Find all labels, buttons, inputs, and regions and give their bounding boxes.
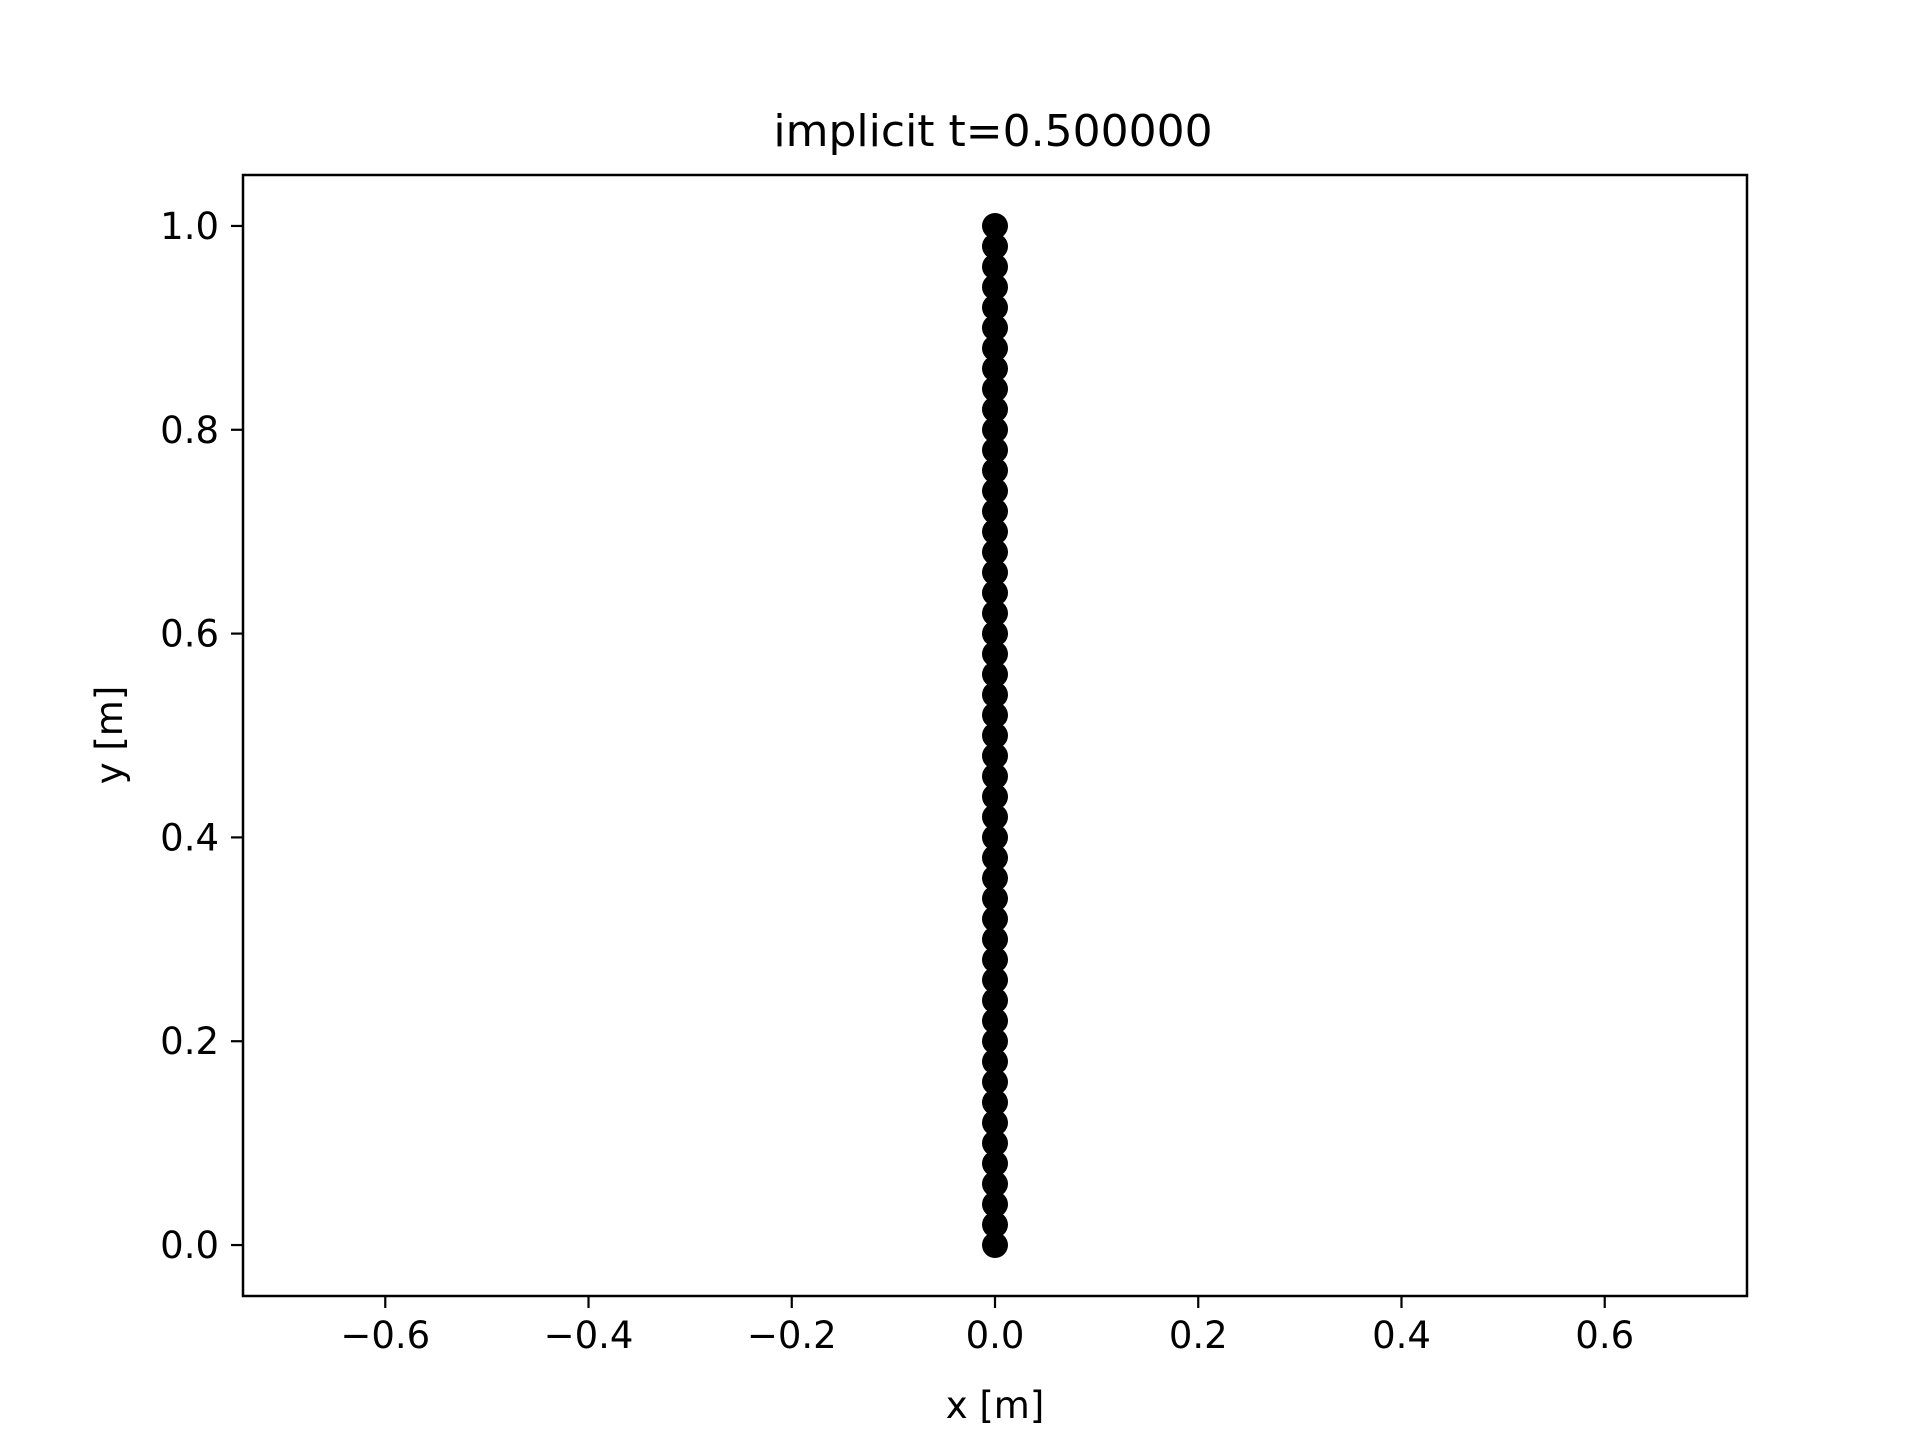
y-tick-label: 0.2: [160, 1020, 219, 1063]
x-tick-label: −0.6: [340, 1314, 430, 1357]
x-axis: −0.6 −0.4 −0.2 0.0 0.2 0.4 0.6: [340, 1296, 1634, 1357]
data-point: [982, 416, 1008, 443]
y-tick-label: 0.4: [160, 816, 219, 859]
data-point: [982, 763, 1008, 790]
data-point: [982, 1232, 1008, 1259]
data-point: [982, 804, 1008, 831]
data-point: [982, 844, 1008, 871]
data-point: [982, 702, 1008, 729]
data-point: [982, 620, 1008, 647]
data-point: [982, 865, 1008, 892]
data-points: [982, 212, 1008, 1259]
plot-area: [241, 173, 1749, 1298]
data-point: [982, 742, 1008, 769]
chart-title: implicit t=0.500000: [773, 106, 1212, 157]
data-point: [982, 477, 1008, 504]
data-point: [982, 1089, 1008, 1116]
data-point: [982, 335, 1008, 362]
data-point: [982, 579, 1008, 606]
data-point: [982, 722, 1008, 749]
data-point: [982, 661, 1008, 688]
y-tick-label: 0.6: [160, 613, 219, 656]
x-tick-label: −0.2: [747, 1314, 837, 1357]
data-point: [982, 314, 1008, 341]
data-point: [982, 1191, 1008, 1218]
data-point: [982, 253, 1008, 280]
data-point: [982, 1170, 1008, 1197]
data-point: [982, 559, 1008, 586]
data-point: [982, 1211, 1008, 1238]
data-point: [982, 294, 1008, 321]
data-point: [982, 539, 1008, 566]
data-point: [982, 600, 1008, 627]
x-tick-label: −0.4: [544, 1314, 634, 1357]
data-point: [982, 1109, 1008, 1136]
data-point: [982, 681, 1008, 708]
y-axis-label: y [m]: [88, 686, 131, 785]
data-point: [982, 905, 1008, 932]
x-axis-label: x [m]: [946, 1384, 1045, 1427]
data-point: [982, 396, 1008, 423]
data-point: [982, 885, 1008, 912]
x-tick-label: 0.0: [966, 1314, 1025, 1357]
data-point: [982, 274, 1008, 301]
y-tick-label: 1.0: [160, 205, 219, 248]
data-point: [982, 1028, 1008, 1055]
x-tick-label: 0.2: [1169, 1314, 1228, 1357]
data-point: [982, 946, 1008, 973]
x-tick-label: 0.4: [1372, 1314, 1431, 1357]
data-point: [982, 233, 1008, 260]
data-point: [982, 1048, 1008, 1075]
x-tick-label: 0.6: [1575, 1314, 1634, 1357]
data-point: [982, 783, 1008, 810]
data-point: [982, 498, 1008, 525]
y-tick-label: 0.0: [160, 1224, 219, 1267]
data-point: [982, 212, 1008, 239]
data-point: [982, 640, 1008, 667]
data-point: [982, 926, 1008, 953]
data-point: [982, 1150, 1008, 1177]
y-axis: 0.0 0.2 0.4 0.6 0.8 1.0: [160, 205, 243, 1267]
data-point: [982, 987, 1008, 1014]
data-point: [982, 437, 1008, 464]
y-tick-label: 0.8: [160, 409, 219, 452]
data-point: [982, 1130, 1008, 1157]
data-point: [982, 967, 1008, 994]
data-point: [982, 355, 1008, 382]
data-point: [982, 518, 1008, 545]
data-point: [982, 376, 1008, 403]
data-point: [982, 1068, 1008, 1095]
data-point: [982, 1007, 1008, 1034]
data-point: [982, 824, 1008, 851]
data-point: [982, 457, 1008, 484]
